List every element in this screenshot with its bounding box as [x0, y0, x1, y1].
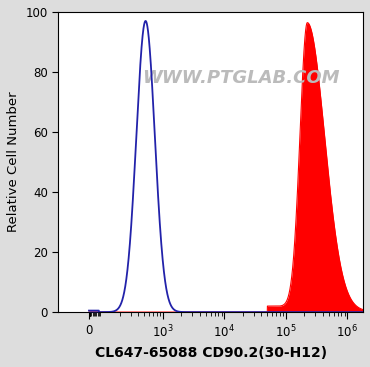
- X-axis label: CL647-65088 CD90.2(30-H12): CL647-65088 CD90.2(30-H12): [95, 346, 327, 360]
- Text: WWW.PTGLAB.COM: WWW.PTGLAB.COM: [142, 69, 340, 87]
- Y-axis label: Relative Cell Number: Relative Cell Number: [7, 92, 20, 232]
